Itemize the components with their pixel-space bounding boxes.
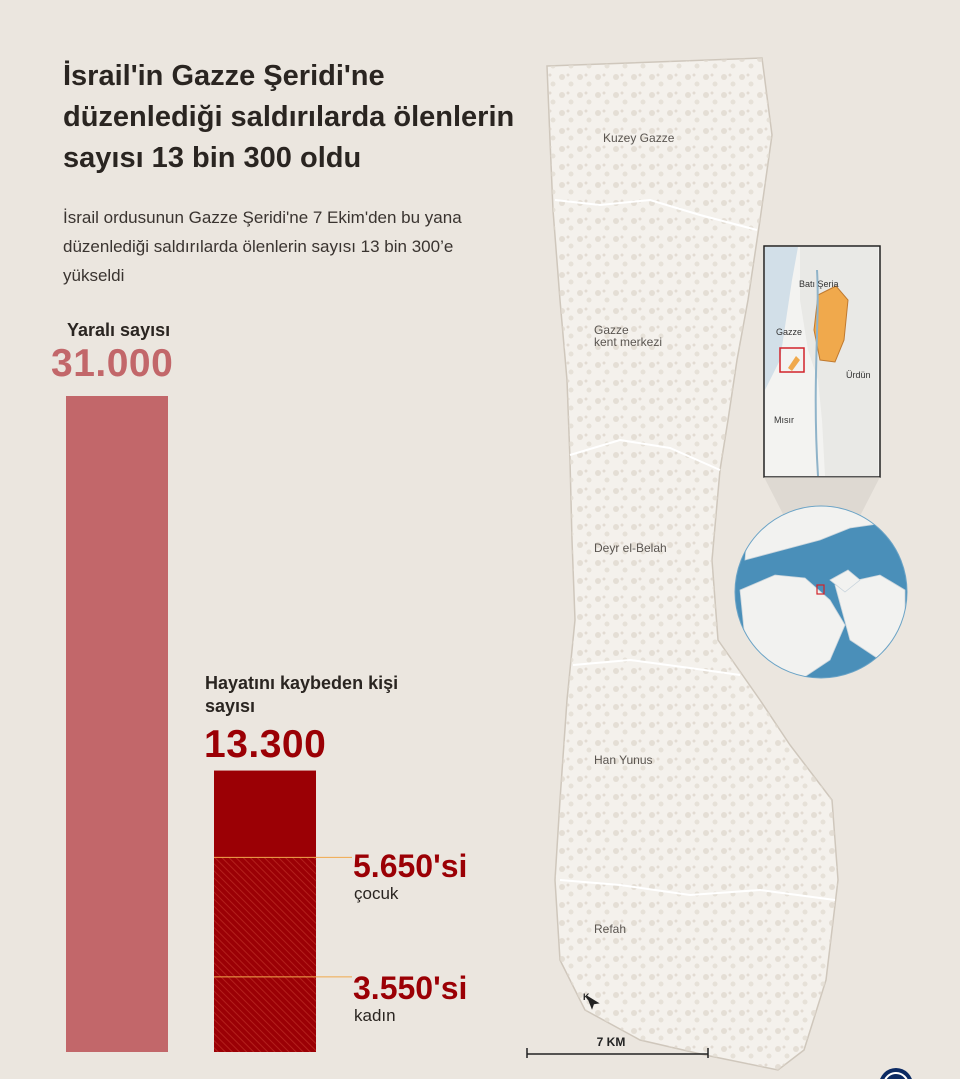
page-title: İsrail'in Gazze Şeridi'ne düzenlediği sa… bbox=[63, 60, 515, 174]
label-women: kadın bbox=[354, 1006, 396, 1025]
svg-text:K: K bbox=[583, 992, 590, 1002]
value-label-women: 3.550'si bbox=[353, 970, 468, 1006]
bar-injured bbox=[66, 396, 168, 1052]
region-label-gazze-kent: Gazze kent merkezi bbox=[594, 323, 662, 349]
page-subtitle: İsrail ordusunun Gazze Şeridi'ne 7 Ekim'… bbox=[63, 208, 462, 285]
region-label-refah: Refah bbox=[594, 922, 626, 936]
region-label-han-yunus: Han Yunus bbox=[594, 753, 653, 767]
label-dead: Hayatını kaybeden kişi sayısı bbox=[205, 673, 399, 716]
west-bank-shape bbox=[813, 285, 849, 363]
label-injured: Yaralı sayısı bbox=[67, 320, 171, 340]
bar-segment-women bbox=[214, 976, 316, 1052]
north-arrow-icon bbox=[586, 995, 600, 1010]
scale-bar: 7 KM bbox=[526, 1035, 709, 1058]
region-label-deyr-el-belah: Deyr el-Belah bbox=[594, 541, 667, 555]
label-children: çocuk bbox=[354, 884, 399, 903]
inset-label-egypt: Mısır bbox=[774, 415, 794, 425]
bar-segment-children bbox=[214, 857, 316, 977]
region-label-kuzey-gazze: Kuzey Gazze bbox=[603, 131, 675, 145]
value-label-injured: 31.000 bbox=[51, 342, 174, 385]
scale-label: 7 KM bbox=[597, 1035, 626, 1049]
value-label-dead: 13.300 bbox=[204, 723, 327, 766]
inset-highlight bbox=[779, 347, 805, 373]
value-label-children: 5.650'si bbox=[353, 848, 468, 884]
inset-label-west-bank: Batı Şeria bbox=[799, 279, 839, 289]
region-borders bbox=[554, 198, 836, 901]
inset-map: Batı Şeria Gazze Ürdün Mısır bbox=[763, 245, 881, 478]
inset-label-gaza: Gazze bbox=[776, 327, 802, 337]
agency-logo-icon bbox=[880, 1068, 912, 1079]
inset-label-jordan: Ürdün bbox=[846, 370, 871, 380]
